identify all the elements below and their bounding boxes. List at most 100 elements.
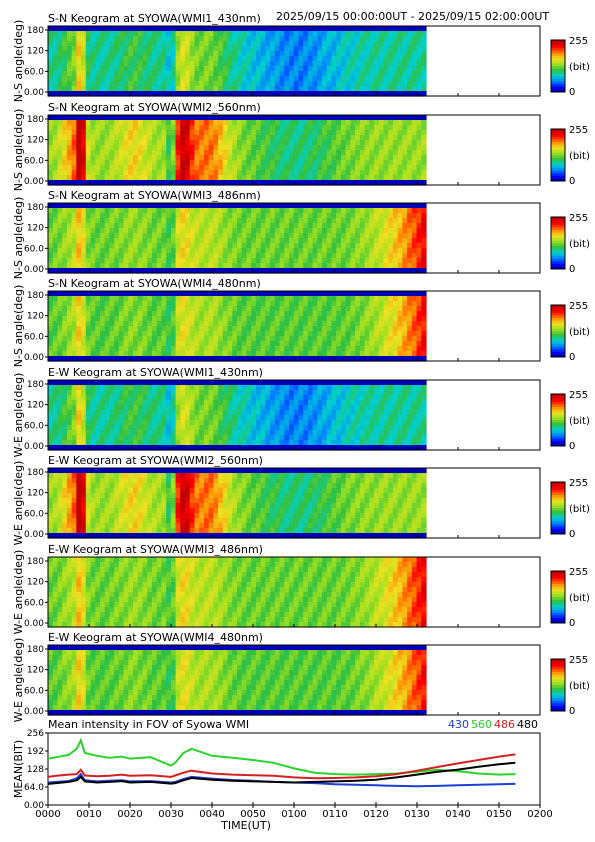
- heatmap-cell: [95, 445, 101, 451]
- heatmap-cell: [241, 120, 248, 126]
- heatmap-cell: [95, 346, 101, 352]
- heatmap-cell: [322, 91, 328, 97]
- heatmap-cell: [123, 46, 129, 52]
- heatmap-cell: [350, 135, 356, 141]
- heatmap-cell: [307, 170, 314, 176]
- heatmap-cell: [128, 213, 134, 219]
- heatmap-cell: [402, 130, 408, 136]
- heatmap-cell: [369, 130, 375, 136]
- heatmap-cell: [378, 203, 385, 209]
- heatmap-cell: [118, 238, 125, 244]
- heatmap-cell: [208, 341, 214, 347]
- heatmap-cell: [241, 243, 248, 249]
- heatmap-cell: [317, 351, 323, 357]
- heatmap-cell: [114, 125, 120, 131]
- heatmap-cell: [331, 306, 337, 312]
- heatmap-cell: [255, 71, 262, 77]
- heatmap-cell: [104, 430, 111, 436]
- heatmap-cell: [99, 296, 106, 302]
- heatmap-cell: [331, 46, 337, 52]
- heatmap-cell: [147, 155, 153, 161]
- heatmap-cell: [52, 203, 59, 209]
- heatmap-cell: [142, 41, 148, 47]
- heatmap-cell: [137, 233, 144, 239]
- heatmap-cell: [284, 160, 290, 166]
- heatmap-cell: [355, 213, 361, 219]
- heatmap-cell: [237, 76, 243, 82]
- heatmap-cell: [369, 341, 375, 347]
- heatmap-cell: [170, 140, 177, 146]
- heatmap-cell: [147, 400, 153, 406]
- heatmap-cell: [48, 145, 54, 151]
- heatmap-cell: [114, 228, 120, 234]
- heatmap-cell: [232, 135, 238, 141]
- heatmap-cell: [331, 233, 337, 239]
- heatmap-cell: [274, 160, 281, 166]
- heatmap-cell: [326, 233, 333, 239]
- heatmap-cell: [345, 175, 351, 181]
- heatmap-cell: [303, 145, 309, 151]
- heatmap-cell: [166, 253, 172, 259]
- heatmap-cell: [255, 91, 262, 97]
- heatmap-cell: [407, 56, 413, 62]
- heatmap-cell: [359, 263, 366, 269]
- heatmap-cell: [369, 155, 375, 161]
- colorbar-segment: [551, 155, 565, 159]
- heatmap-cell: [241, 155, 248, 161]
- heatmap-cell: [421, 61, 427, 67]
- heatmap-cell: [336, 61, 342, 67]
- heatmap-cell: [421, 56, 427, 62]
- heatmap-cell: [52, 420, 59, 426]
- heatmap-cell: [95, 430, 101, 436]
- heatmap-cell: [133, 155, 139, 161]
- heatmap-cell: [232, 81, 238, 87]
- heatmap-cell: [175, 311, 181, 317]
- heatmap-cell: [99, 395, 106, 401]
- heatmap-cell: [340, 175, 347, 181]
- heatmap-cell: [76, 115, 82, 121]
- heatmap-cell: [331, 203, 337, 209]
- heatmap-cell: [237, 291, 243, 297]
- heatmap-cell: [307, 125, 314, 131]
- heatmap-cell: [345, 46, 351, 52]
- heatmap-cell: [76, 311, 82, 317]
- heatmap-cell: [114, 41, 120, 47]
- heatmap-cell: [104, 238, 111, 244]
- heatmap-cell: [336, 356, 342, 362]
- heatmap-cell: [161, 41, 167, 47]
- heatmap-cell: [421, 301, 427, 307]
- heatmap-cell: [76, 435, 82, 441]
- heatmap-cell: [260, 56, 266, 62]
- heatmap-cell: [194, 336, 200, 342]
- heatmap-cell: [57, 51, 63, 57]
- heatmap-cell: [166, 203, 172, 209]
- heatmap-cell: [90, 140, 96, 146]
- heatmap-cell: [48, 301, 54, 307]
- heatmap-cell: [48, 351, 54, 357]
- heatmap-cell: [378, 243, 385, 249]
- heatmap-cell: [270, 301, 276, 307]
- heatmap-cell: [156, 170, 162, 176]
- heatmap-cell: [147, 120, 153, 126]
- heatmap-cell: [340, 243, 347, 249]
- heatmap-cell: [199, 36, 205, 42]
- heatmap-cell: [232, 321, 238, 327]
- heatmap-cell: [307, 180, 314, 186]
- heatmap-cell: [109, 420, 115, 426]
- heatmap-cell: [364, 66, 370, 72]
- heatmap-cell: [104, 86, 111, 92]
- heatmap-cell: [118, 81, 125, 87]
- heatmap-cell: [180, 26, 186, 32]
- heatmap-cell: [137, 248, 144, 254]
- heatmap-cell: [350, 160, 356, 166]
- heatmap-cell: [350, 76, 356, 82]
- heatmap-cell: [156, 336, 162, 342]
- heatmap-cell: [270, 91, 276, 97]
- heatmap-cell: [114, 120, 120, 126]
- heatmap-cell: [397, 316, 403, 322]
- heatmap-cell: [288, 66, 295, 72]
- heatmap-cell: [293, 306, 300, 312]
- heatmap-cell: [260, 243, 266, 249]
- heatmap-cell: [293, 115, 300, 121]
- heatmap-cell: [114, 258, 120, 264]
